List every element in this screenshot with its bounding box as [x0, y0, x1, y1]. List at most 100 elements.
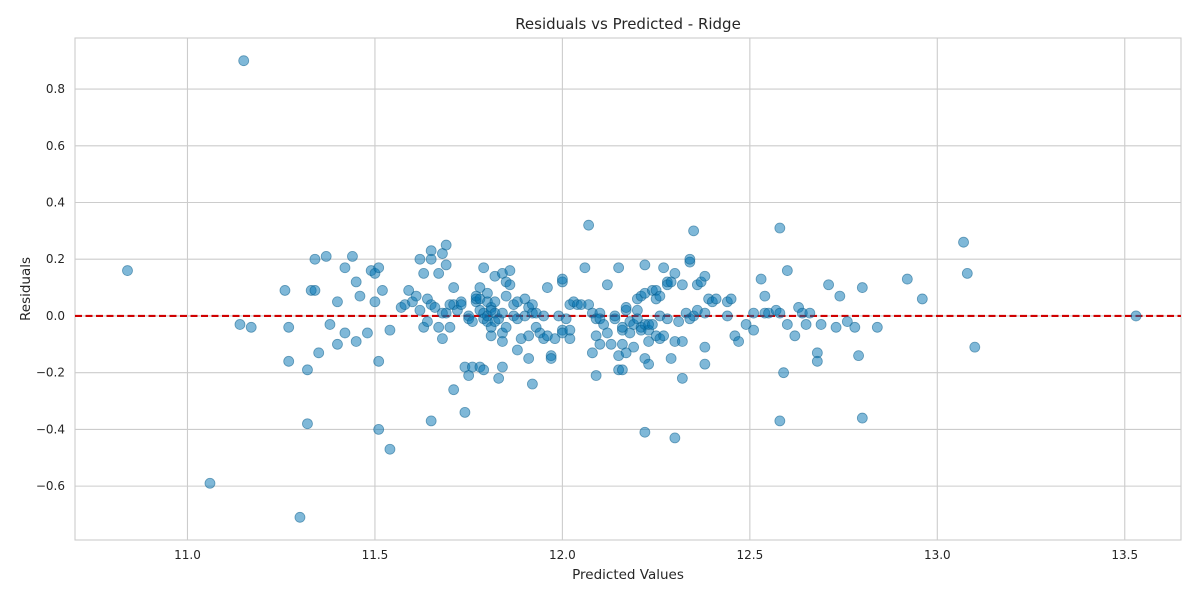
- data-point: [856, 412, 868, 424]
- data-point: [804, 307, 816, 319]
- data-point: [403, 285, 415, 296]
- data-point: [425, 415, 437, 427]
- data-point: [410, 290, 422, 302]
- data-point: [579, 262, 591, 274]
- data-point: [497, 307, 508, 319]
- data-point: [414, 304, 426, 316]
- data-point: [433, 268, 445, 279]
- data-point: [504, 265, 516, 276]
- data-point: [969, 341, 981, 353]
- data-point: [748, 307, 759, 319]
- data-point: [497, 336, 508, 347]
- data-point: [1130, 310, 1142, 322]
- y-tick-label: 0.0: [46, 309, 65, 323]
- data-point: [669, 432, 681, 444]
- data-point: [309, 285, 321, 296]
- data-point: [482, 287, 493, 299]
- data-point: [440, 239, 452, 251]
- data-point: [961, 268, 973, 279]
- data-point: [324, 319, 336, 330]
- y-tick-label: 0.2: [46, 252, 65, 266]
- data-point: [594, 338, 606, 350]
- data-point: [699, 358, 711, 370]
- y-tick-label: 0.4: [46, 195, 65, 209]
- data-point: [339, 262, 351, 274]
- data-point: [493, 372, 505, 384]
- data-point: [871, 321, 883, 333]
- data-point: [350, 336, 362, 347]
- data-point: [478, 262, 490, 274]
- data-point: [601, 279, 613, 291]
- data-point: [541, 282, 553, 293]
- data-point: [440, 259, 452, 271]
- data-point: [789, 330, 801, 342]
- data-point: [661, 313, 673, 325]
- y-tick-label: 0.6: [46, 139, 65, 153]
- data-point: [658, 330, 670, 342]
- data-point: [699, 307, 711, 319]
- data-point: [710, 293, 722, 305]
- data-point: [778, 367, 789, 379]
- data-point: [489, 296, 501, 308]
- data-point: [369, 296, 381, 308]
- data-point: [834, 290, 846, 302]
- data-point: [418, 268, 430, 279]
- data-point: [654, 290, 666, 302]
- x-axis-ticks: 11.0 11.5 12.0 12.5 13.0 13.5: [174, 548, 1138, 562]
- x-tick-label: 12.0: [549, 548, 576, 562]
- y-tick-label: 0.8: [46, 82, 65, 96]
- x-tick-label: 12.5: [736, 548, 763, 562]
- data-point: [586, 347, 598, 359]
- data-point: [362, 327, 373, 339]
- data-point: [721, 310, 733, 322]
- data-point: [688, 225, 700, 237]
- data-point: [620, 347, 632, 359]
- data-point: [774, 222, 786, 234]
- data-point: [639, 426, 651, 438]
- data-point: [545, 353, 557, 364]
- data-point: [204, 477, 216, 489]
- x-tick-label: 11.0: [174, 548, 201, 562]
- data-point: [437, 333, 448, 345]
- data-point: [500, 290, 512, 302]
- data-point: [740, 319, 752, 330]
- data-point: [646, 319, 658, 330]
- x-tick-label: 13.0: [924, 548, 951, 562]
- data-point: [774, 307, 786, 319]
- data-point: [538, 310, 550, 322]
- data-point: [643, 358, 655, 370]
- data-point: [901, 273, 913, 285]
- data-point: [504, 279, 516, 291]
- data-point: [560, 313, 572, 325]
- data-point: [425, 253, 437, 265]
- data-point: [759, 290, 771, 302]
- plot-area-frame: [74, 37, 1182, 541]
- data-point: [823, 279, 834, 291]
- data-point: [916, 293, 928, 305]
- data-point: [609, 310, 621, 322]
- data-point: [590, 370, 602, 381]
- data-point: [377, 285, 388, 296]
- data-point: [320, 250, 332, 262]
- x-axis-title: Predicted Values: [572, 567, 684, 583]
- data-point: [122, 265, 133, 276]
- data-point: [616, 364, 628, 376]
- data-point: [512, 344, 523, 356]
- data-point: [613, 262, 625, 274]
- data-point: [455, 299, 467, 310]
- data-point: [294, 511, 306, 523]
- y-axis-ticks: −0.6 −0.4 −0.2 0.0 0.2 0.4 0.6 0.8: [36, 82, 65, 493]
- data-point: [497, 361, 508, 373]
- data-point: [616, 321, 628, 333]
- data-point: [549, 333, 561, 345]
- data-point: [448, 282, 460, 293]
- data-point: [373, 262, 385, 274]
- data-points: [122, 55, 1142, 523]
- grid-lines: [75, 38, 1181, 540]
- x-tick-label: 13.5: [1111, 548, 1138, 562]
- data-point: [350, 276, 362, 288]
- data-point: [849, 321, 861, 333]
- data-point: [676, 336, 688, 347]
- data-point: [429, 302, 441, 313]
